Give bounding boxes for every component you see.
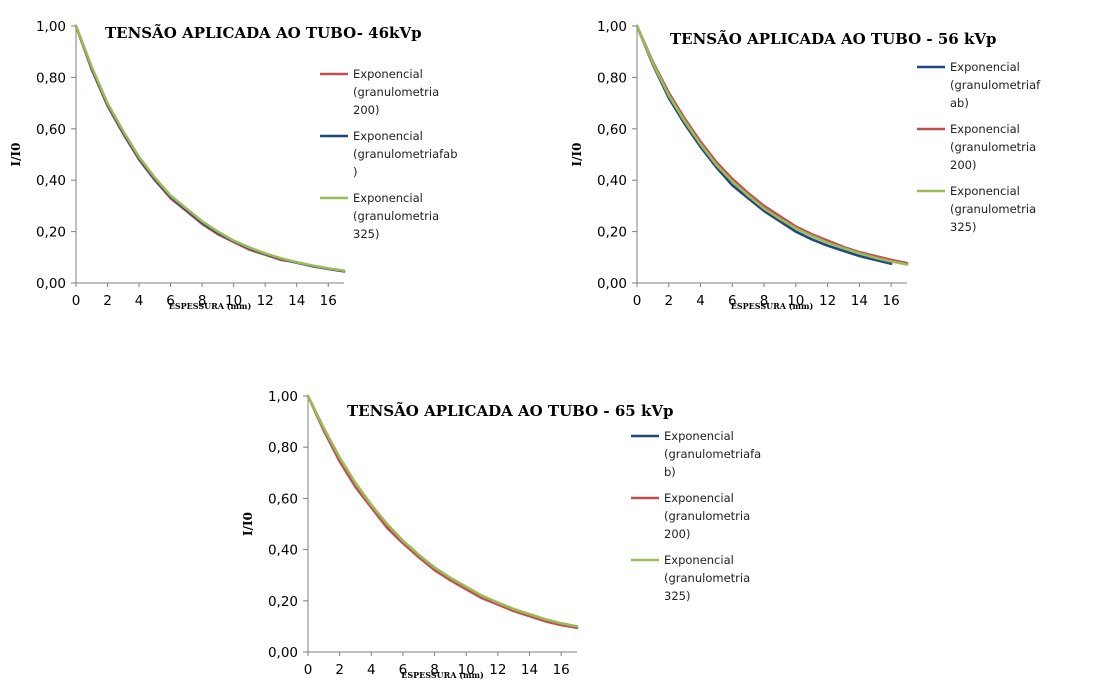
legend-label-2: 325) xyxy=(353,227,379,241)
x-tick-label: 12 xyxy=(489,662,506,678)
x-tick-label: 8 xyxy=(430,662,439,678)
series-line-2 xyxy=(74,24,346,273)
x-tick-label: 6 xyxy=(728,293,737,309)
legend-label-0: Exponencial xyxy=(664,429,734,443)
x-tick-label: 14 xyxy=(521,662,538,678)
legend-label-0: Exponencial xyxy=(353,67,423,81)
y-tick-label: 0,40 xyxy=(597,173,627,189)
y-axis-label: I/I0 xyxy=(9,143,23,167)
series-line-1 xyxy=(306,394,579,630)
x-tick-label: 0 xyxy=(72,293,81,309)
x-tick-label: 14 xyxy=(288,293,305,309)
legend-label-1: Exponencial xyxy=(950,122,1020,136)
series-line-0 xyxy=(74,24,346,273)
legend-label-2: Exponencial xyxy=(664,553,734,567)
legend-label-1: (granulometria xyxy=(664,509,750,523)
x-tick-label: 16 xyxy=(553,662,570,678)
legend-label-2: Exponencial xyxy=(950,184,1020,198)
y-tick-label: 1,00 xyxy=(36,19,66,35)
x-tick-label: 6 xyxy=(399,662,408,678)
y-tick-label: 0,20 xyxy=(36,225,66,241)
legend: Exponencial (granulometriaf ab) Exponencial… xyxy=(917,60,1041,234)
series-line-0 xyxy=(306,394,579,630)
legend-label-2: (granulometria xyxy=(353,209,439,223)
y-tick-label: 0,60 xyxy=(268,491,298,507)
x-tick-label: 10 xyxy=(787,293,804,309)
legend-label-0: (granulometriafa xyxy=(664,447,761,461)
chart-title: TENSÃO APLICADA AO TUBO - 65 kVp xyxy=(347,401,673,420)
y-tick-label: 0,80 xyxy=(36,70,66,86)
chart-0: 0,00 0,20 0,40 0,60 0,80 1,00 0 2 4 6 8 10 12 14 16 ESP… xyxy=(9,19,458,311)
x-tick-label: 14 xyxy=(851,293,868,309)
legend-label-2: 325) xyxy=(664,589,690,603)
y-tick-label: 1,00 xyxy=(268,389,298,405)
x-tick-label: 4 xyxy=(367,662,376,678)
series-line-2 xyxy=(306,394,579,628)
x-tick-label: 12 xyxy=(819,293,836,309)
legend-label-1: Exponencial xyxy=(353,129,423,143)
x-tick-label: 2 xyxy=(335,662,344,678)
x-tick-label: 8 xyxy=(198,293,207,309)
legend-label-0: ab) xyxy=(950,96,969,110)
y-tick-label: 1,00 xyxy=(597,19,627,35)
y-axis-label: I/I0 xyxy=(241,512,255,536)
legend-label-0: (granulometria xyxy=(353,85,439,99)
legend-label-1: ) xyxy=(353,165,358,179)
x-tick-label: 16 xyxy=(320,293,337,309)
x-tick-label: 0 xyxy=(633,293,642,309)
y-tick-label: 0,20 xyxy=(268,594,298,610)
legend-label-1: 200) xyxy=(950,158,976,172)
x-tick-label: 10 xyxy=(458,662,475,678)
legend-label-0: 200) xyxy=(353,103,379,117)
x-tick-label: 4 xyxy=(696,293,705,309)
x-tick-label: 0 xyxy=(304,662,313,678)
legend: Exponencial (granulometria 200) Exponencial… xyxy=(320,67,458,241)
legend: Exponencial (granulometriafa b) Exponencial… xyxy=(631,429,761,603)
legend-label-2: 325) xyxy=(950,220,976,234)
x-tick-label: 4 xyxy=(135,293,144,309)
y-axis-label: I/I0 xyxy=(570,143,584,167)
legend-label-1: (granulometria xyxy=(950,140,1036,154)
chart-2: 0,00 0,20 0,40 0,60 0,80 1,00 0 2 4 6 8 10 12 14 16 ESP… xyxy=(241,389,761,680)
chart-title: TENSÃO APLICADA AO TUBO - 56 kVp xyxy=(670,29,996,48)
x-tick-label: 2 xyxy=(664,293,673,309)
series-line-2 xyxy=(635,24,909,266)
legend-label-1: Exponencial xyxy=(664,491,734,505)
x-tick-label: 10 xyxy=(225,293,242,309)
series-line-1 xyxy=(74,24,346,273)
x-tick-label: 8 xyxy=(760,293,769,309)
x-tick-label: 2 xyxy=(103,293,112,309)
chart-title: TENSÃO APLICADA AO TUBO- 46kVp xyxy=(105,23,422,42)
y-tick-label: 0,60 xyxy=(36,122,66,138)
legend-label-2: (granulometria xyxy=(950,202,1036,216)
legend-label-2: (granulometria xyxy=(664,571,750,585)
x-tick-label: 16 xyxy=(883,293,900,309)
y-tick-label: 0,40 xyxy=(268,543,298,559)
y-tick-label: 0,00 xyxy=(597,276,627,292)
chart-1: 0,00 0,20 0,40 0,60 0,80 1,00 0 2 4 6 8 10 12 14 16 ESP… xyxy=(570,19,1041,311)
series-line-1 xyxy=(635,24,909,265)
y-tick-label: 0,00 xyxy=(36,276,66,292)
x-tick-label: 12 xyxy=(257,293,274,309)
legend-label-1: (granulometriafab xyxy=(353,147,458,161)
y-tick-label: 0,00 xyxy=(268,645,298,661)
y-tick-label: 0,40 xyxy=(36,173,66,189)
y-tick-label: 0,80 xyxy=(268,440,298,456)
legend-label-0: Exponencial xyxy=(950,60,1020,74)
y-tick-label: 0,20 xyxy=(597,225,627,241)
x-axis-label: ESPESSURA (mm) xyxy=(401,670,484,680)
y-tick-label: 0,60 xyxy=(597,122,627,138)
legend-label-1: 200) xyxy=(664,527,690,541)
x-axis-label: ESPESSURA (mm) xyxy=(169,301,252,311)
y-tick-label: 0,80 xyxy=(597,70,627,86)
series-line-0 xyxy=(635,24,893,266)
x-axis-label: ESPESSURA (mm) xyxy=(731,301,814,311)
legend-label-2: Exponencial xyxy=(353,191,423,205)
x-tick-label: 6 xyxy=(166,293,175,309)
legend-label-0: (granulometriaf xyxy=(950,78,1041,92)
legend-label-0: b) xyxy=(664,465,676,479)
